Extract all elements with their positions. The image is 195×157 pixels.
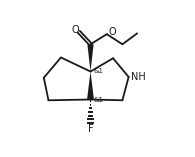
Text: &1: &1 — [93, 97, 103, 103]
Text: NH: NH — [131, 72, 146, 82]
Polygon shape — [87, 44, 94, 71]
Text: &1: &1 — [93, 68, 103, 74]
Text: F: F — [88, 124, 93, 134]
Text: O: O — [108, 27, 116, 37]
Polygon shape — [87, 71, 94, 100]
Text: O: O — [72, 25, 79, 35]
